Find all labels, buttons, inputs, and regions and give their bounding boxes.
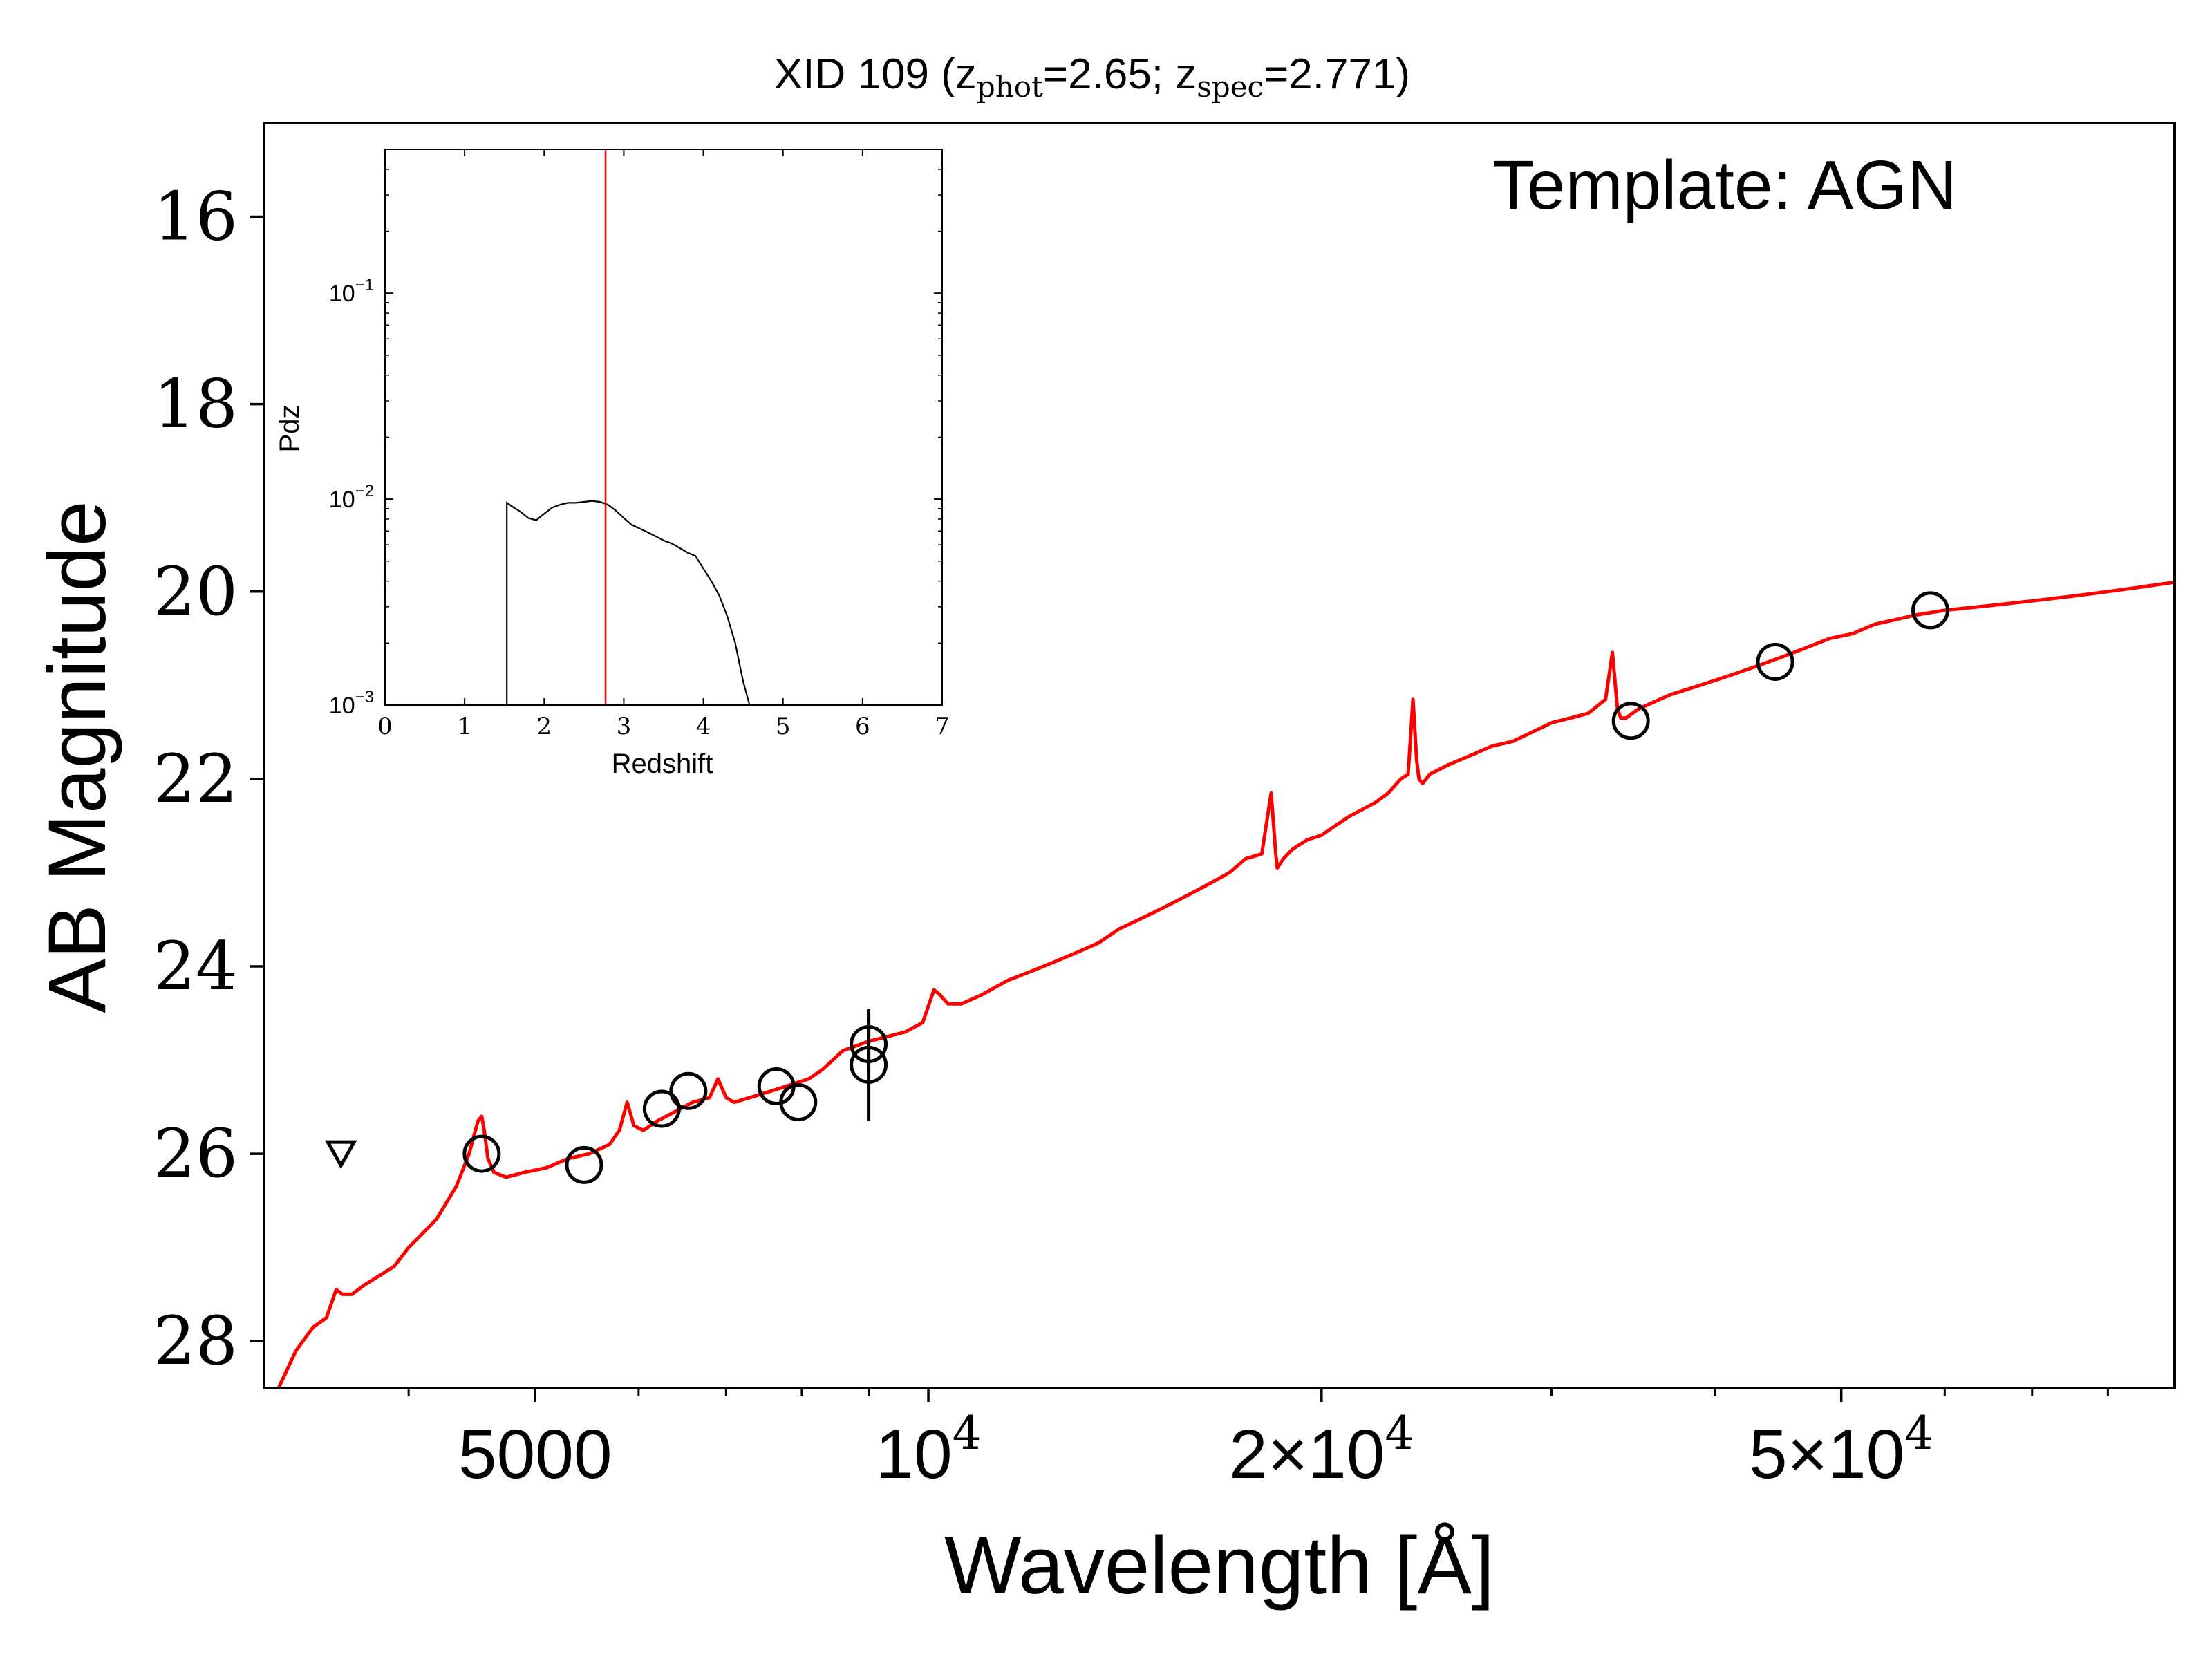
main-plot-frame (263, 122, 2176, 1389)
inset-x-tick-label: 6 (855, 713, 870, 740)
y-tick-label: 18 (153, 366, 238, 443)
chart-title: XID 109 (zphot=2.65; zspec=2.771) (774, 50, 1410, 104)
x-tick-label: 2×104 (1229, 1407, 1414, 1493)
inset-x-axis-label: Redshift (612, 749, 713, 779)
y-tick-label: 20 (153, 553, 238, 630)
photometry-point (669, 1071, 708, 1110)
inset-background (385, 149, 942, 705)
upper-limit-marker (324, 1140, 357, 1170)
inset-x-tick-label: 3 (617, 713, 632, 740)
inset-x-tick-label: 0 (377, 713, 393, 740)
inset-axes-ticks: 0 1 2 3 4 5 6 7 10−1 10−2 10−3 (329, 149, 950, 740)
inset-x-tick-label: 1 (457, 713, 472, 740)
photometry-point (779, 1083, 818, 1122)
y-tick-label: 22 (153, 740, 238, 818)
photometry-point (642, 1089, 681, 1128)
inset-x-tick-label: 7 (935, 713, 950, 740)
y-tick-label: 26 (153, 1115, 238, 1192)
photometry-point (850, 1045, 888, 1084)
inset-y-tick-label: 10−2 (329, 482, 374, 513)
y-tick-label: 24 (153, 928, 238, 1005)
agn-template-line (276, 580, 2175, 1388)
x-axis-label: Wavelength [Å] (944, 1520, 1494, 1611)
inset-plot-frame (384, 149, 943, 706)
y-tick-label: 16 (153, 178, 238, 256)
template-curve-layer (276, 580, 2175, 1388)
inset-y-axis-label: Pdz (274, 405, 305, 453)
photometry-point (565, 1145, 603, 1184)
photometry-point (1611, 702, 1650, 740)
photometry-point (462, 1134, 501, 1173)
inset-x-tick-label: 5 (776, 713, 791, 740)
pdz-curve (506, 500, 751, 705)
inset-y-tick-label: 10−1 (329, 276, 374, 307)
template-annotation: Template: AGN (1492, 147, 1958, 224)
x-tick-label: 5000 (458, 1416, 612, 1493)
photometry-layer (324, 591, 1950, 1184)
x-tick-label: 5×104 (1749, 1407, 1933, 1493)
y-tick-label: 28 (153, 1302, 238, 1380)
inset-y-tick-label: 10−3 (329, 688, 374, 719)
inset-curve-layer (506, 149, 751, 705)
x-tick-label: 104 (875, 1407, 981, 1493)
y-axis-label: AB Magnitude (32, 500, 123, 1013)
photometry-point (1756, 642, 1794, 681)
inset-x-tick-label: 4 (696, 713, 711, 740)
photometry-point (1911, 591, 1950, 630)
inset-x-tick-label: 2 (536, 713, 552, 740)
